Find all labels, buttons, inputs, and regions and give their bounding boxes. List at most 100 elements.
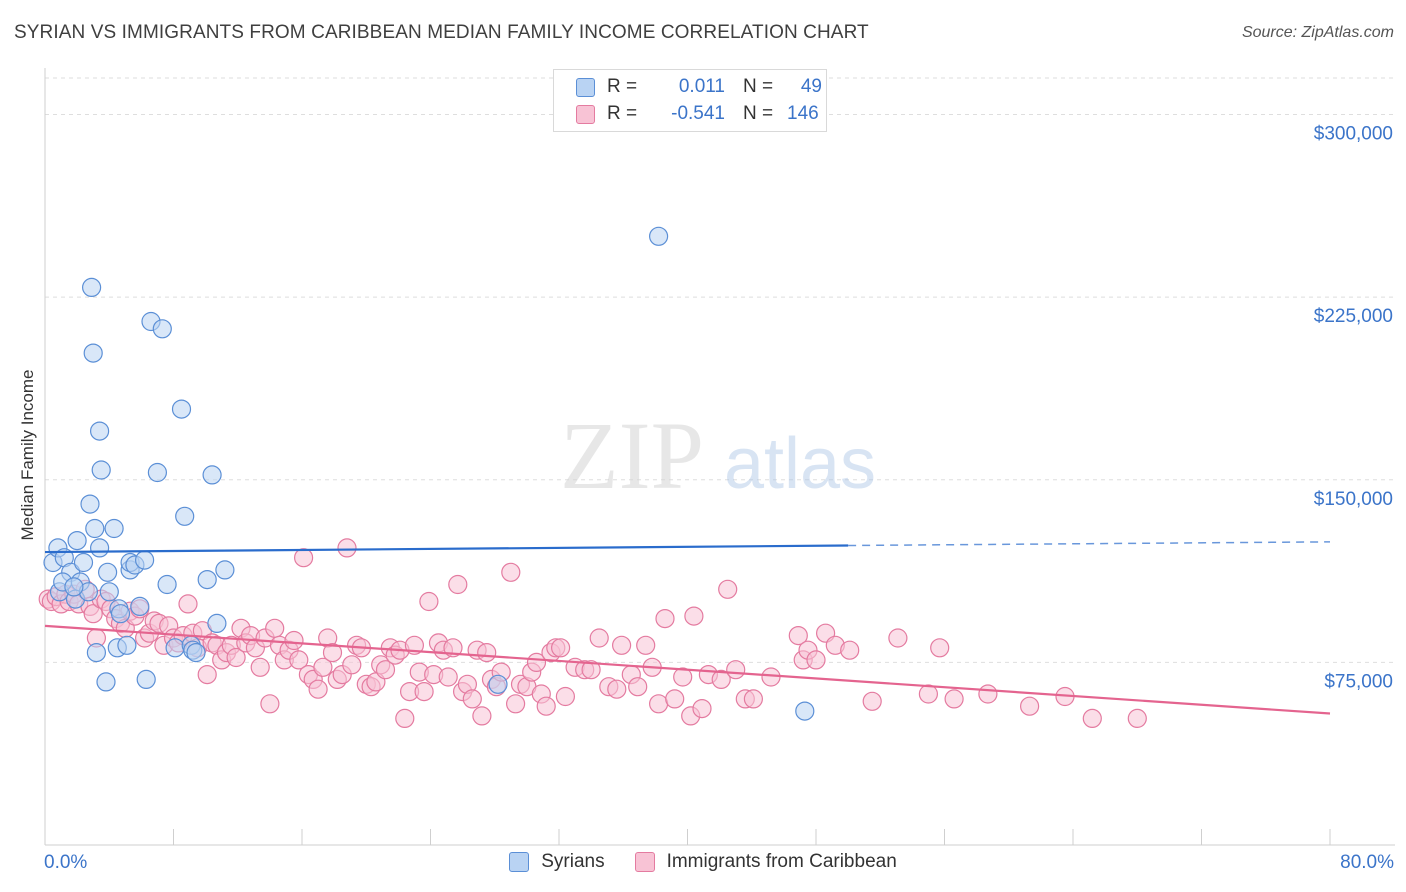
- series-label-syrians: Syrians: [541, 851, 605, 872]
- series-legend-syrians[interactable]: Syrians: [509, 851, 605, 873]
- syrian-point: [117, 635, 137, 655]
- caribbean-point: [526, 652, 547, 673]
- caribbean-point: [589, 628, 609, 648]
- caribbean-point: [337, 538, 357, 558]
- caribbean-point: [684, 606, 704, 626]
- caribbean-point: [419, 591, 439, 612]
- syrian-points: [43, 226, 815, 721]
- caribbean-point: [888, 628, 908, 648]
- caribbean-point: [726, 660, 746, 680]
- legend-n-label: N =: [743, 76, 774, 97]
- caribbean-point: [414, 681, 434, 702]
- syrian-point: [81, 277, 102, 297]
- series-swatch-caribbean: [634, 852, 655, 872]
- legend-r-label: R =: [607, 76, 638, 97]
- caribbean-point: [284, 630, 304, 651]
- caribbean-point: [840, 640, 860, 660]
- syrian-point: [157, 574, 177, 595]
- caribbean-point: [581, 660, 601, 680]
- caribbean-point: [665, 689, 685, 709]
- syrian-point: [648, 226, 669, 246]
- syrian-point: [165, 638, 185, 658]
- legend-swatch-syrians: [576, 77, 595, 97]
- legend-n-value: 146: [787, 103, 819, 124]
- caribbean-point: [743, 689, 764, 709]
- caribbean-point: [1082, 708, 1102, 729]
- y-tick-label: $225,000: [1314, 306, 1393, 327]
- caribbean-point: [289, 650, 309, 670]
- syrians-trend-line: [44, 544, 849, 554]
- caribbean-point: [555, 686, 576, 707]
- syrian-point: [97, 562, 118, 582]
- caribbean-points: [38, 538, 1147, 729]
- legend-r-value: -0.541: [671, 103, 725, 124]
- syrian-point: [152, 319, 172, 339]
- syrian-point: [795, 701, 815, 721]
- caribbean-point: [260, 694, 280, 714]
- syrian-point: [73, 552, 94, 573]
- y-tick-label: $150,000: [1314, 489, 1393, 510]
- caribbean-point: [761, 667, 781, 687]
- syrian-point: [83, 343, 103, 363]
- syrian-point: [197, 569, 217, 590]
- x-tick-label-min: 0.0%: [44, 852, 88, 873]
- legend-n-label: N =: [743, 103, 774, 124]
- gridlines: [45, 77, 1395, 663]
- caribbean-point: [673, 667, 693, 687]
- trend-lines: [44, 541, 1331, 715]
- syrian-point: [147, 462, 167, 483]
- source-credit: Source: ZipAtlas.com: [1241, 24, 1394, 41]
- caribbean-point: [536, 696, 556, 716]
- caribbean-point: [1127, 708, 1147, 729]
- caribbean-point: [718, 579, 738, 599]
- syrian-point: [488, 674, 508, 694]
- caribbean-point: [862, 691, 882, 711]
- syrian-point: [96, 672, 116, 692]
- series-swatch-syrians: [509, 852, 530, 872]
- caribbean-point: [83, 604, 103, 624]
- legend-n-value: 49: [800, 76, 822, 97]
- syrian-point: [175, 506, 195, 526]
- legend-swatch-caribbean: [576, 104, 595, 124]
- caribbean-point: [806, 650, 826, 670]
- syrian-point: [171, 399, 192, 419]
- caribbean-point: [375, 660, 396, 680]
- legend-row-caribbean: R = -0.541 N = 146: [576, 102, 822, 126]
- caribbean-point: [342, 655, 362, 675]
- syrian-point: [86, 642, 107, 663]
- caribbean-point: [322, 642, 343, 663]
- syrian-point: [80, 494, 100, 514]
- caribbean-point: [448, 574, 468, 595]
- syrian-point: [202, 465, 222, 485]
- y-tick-labels: $75,000 $150,000 $225,000 $300,000: [1314, 124, 1393, 693]
- caribbean-point: [178, 594, 198, 614]
- caribbean-point: [197, 664, 217, 685]
- series-legend-caribbean[interactable]: Immigrants from Caribbean: [634, 851, 897, 873]
- caribbean-point: [655, 608, 675, 629]
- caribbean-point: [607, 679, 627, 699]
- caribbean-point: [1019, 696, 1040, 716]
- watermark-atlas: atlas: [724, 424, 876, 504]
- chart-title: SYRIAN VS IMMIGRANTS FROM CARIBBEAN MEDI…: [14, 22, 869, 43]
- syrian-point: [136, 669, 156, 690]
- syrian-point: [215, 560, 235, 580]
- syrian-point: [104, 518, 124, 539]
- legend-r-value: 0.011: [678, 76, 725, 97]
- caribbean-point: [250, 657, 270, 677]
- syrian-point: [130, 596, 150, 617]
- caribbean-point: [472, 706, 492, 726]
- y-tick-label: $75,000: [1324, 671, 1393, 692]
- caribbean-point: [265, 618, 285, 638]
- y-tick-label: $300,000: [1314, 124, 1393, 145]
- syrian-point: [110, 604, 131, 624]
- caribbean-point: [711, 669, 731, 690]
- caribbean-point: [462, 689, 482, 709]
- caribbean-point: [978, 684, 998, 704]
- caribbean-point: [505, 694, 526, 714]
- caribbean-point: [395, 708, 415, 729]
- syrian-point: [67, 530, 87, 551]
- caribbean-point: [477, 642, 497, 663]
- caribbean-point: [628, 677, 648, 697]
- syrian-point: [85, 518, 105, 539]
